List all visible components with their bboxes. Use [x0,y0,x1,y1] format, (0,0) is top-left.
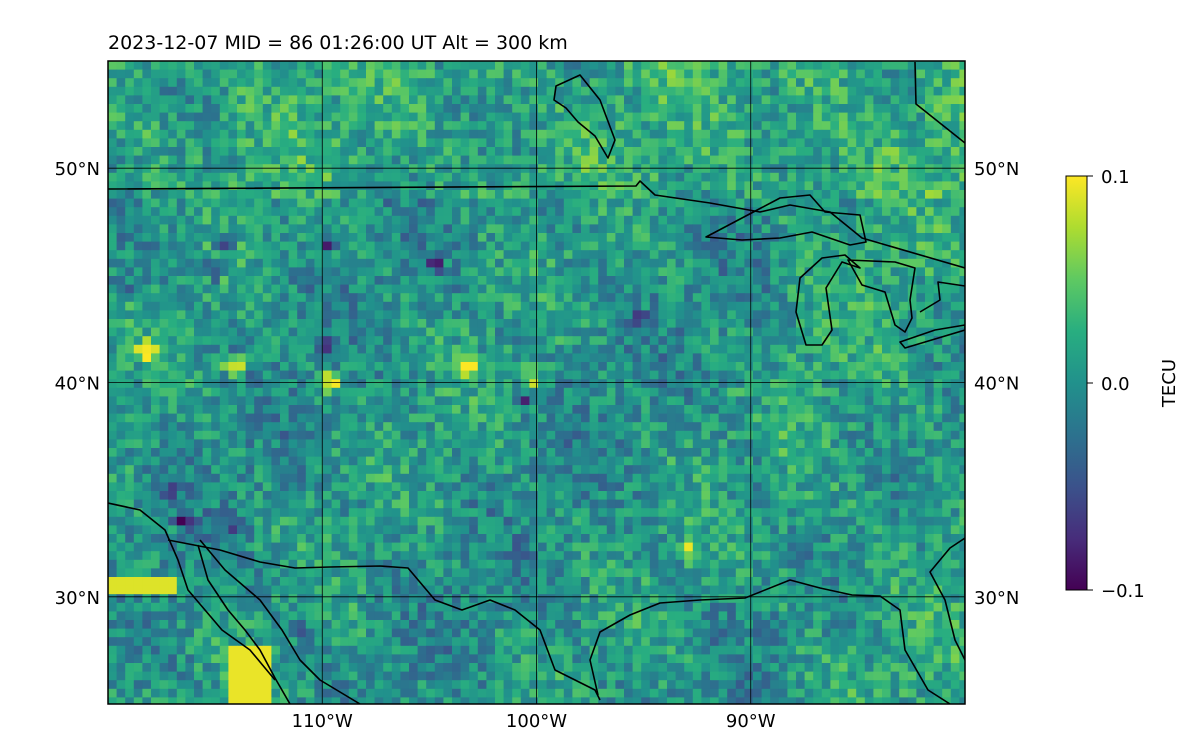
colorbar-label: TECU [1159,359,1180,408]
colorbar-gradient [1065,175,1088,591]
eastern-outline [914,61,965,144]
coastlines [108,61,965,704]
lake-superior [705,194,867,246]
ne-coast [919,281,965,313]
colorbar: 0.1 0.0 −0.1 TECU [1065,167,1180,602]
map-frame [107,60,966,705]
y-tick-label-right: 30°N [974,588,1019,609]
baja-gulf-coast [108,502,276,681]
lake-huron [847,259,916,333]
lake-erie-ontario [899,324,965,349]
colorbar-tick-label: −0.1 [1101,581,1145,602]
heatmap-cells [108,61,965,704]
y-tick-label-left: 30°N [55,588,100,609]
x-axis: 110°W 100°W 90°W [292,711,776,732]
mexico-west-coast [199,539,361,704]
y-tick-label-left: 40°N [55,374,100,395]
x-tick-label: 110°W [292,711,353,732]
y-axis-left: 50°N 40°N 30°N [55,159,100,609]
gulf-coast [589,579,951,704]
gridlines [108,61,965,704]
lake-michigan [795,254,861,346]
hudson-bay-west [553,74,616,159]
us-mexico-border [167,539,601,701]
x-tick-label: 100°W [506,711,567,732]
colorbar-tick-label: 0.1 [1101,167,1130,188]
chart-title: 2023-12-07 MID = 86 01:26:00 UT Alt = 30… [108,32,568,54]
y-tick-label-right: 50°N [974,159,1019,180]
x-tick-label: 90°W [726,711,776,732]
colorbar-ticks: 0.1 0.0 −0.1 [1087,167,1145,602]
florida [929,537,965,661]
y-tick-label-right: 40°N [974,374,1019,395]
colorbar-tick-label: 0.0 [1101,374,1130,395]
y-tick-label-left: 50°N [55,159,100,180]
us-canada-border [108,180,965,269]
y-axis-right: 50°N 40°N 30°N [974,159,1019,609]
map-area [108,61,965,704]
baja-peninsula [197,544,291,704]
